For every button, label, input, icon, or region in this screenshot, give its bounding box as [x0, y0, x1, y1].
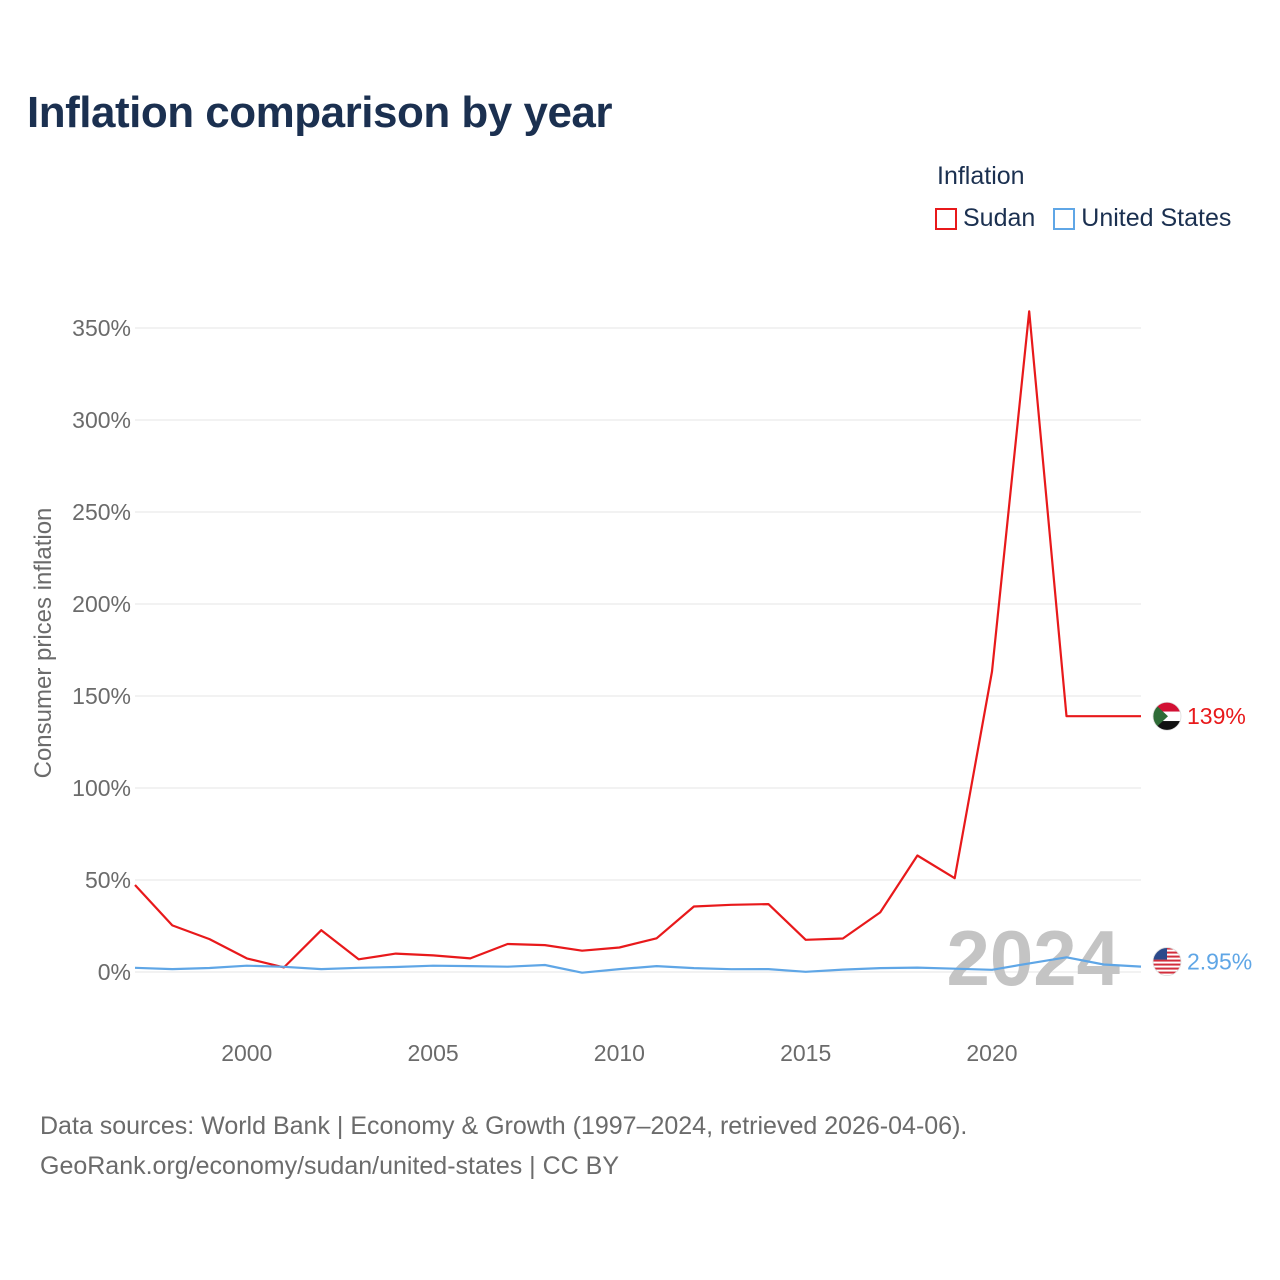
y-axis-label: Consumer prices inflation [30, 508, 57, 779]
y-axis: 0% 50% 100% 150% 200% 250% 300% 350% [72, 315, 131, 985]
y-tick-label-250: 250% [72, 499, 131, 525]
y-tick-label-100: 100% [72, 775, 131, 801]
end-label-united-states: 2.95% [1187, 949, 1252, 975]
y-tick-label-350: 350% [72, 315, 131, 341]
end-label-sudan: 139% [1187, 703, 1246, 729]
footer: Data sources: World Bank | Economy & Gro… [40, 1106, 967, 1186]
legend-title: Inflation [937, 162, 1025, 190]
legend-swatch-sudan [935, 207, 957, 230]
legend-label-united-states: United States [1081, 204, 1232, 232]
end-markers: 139% 2.95% [1152, 701, 1252, 976]
x-tick-label-2010: 2010 [594, 1040, 645, 1066]
legend-label-sudan: Sudan [963, 204, 1036, 232]
y-tick-label-150: 150% [72, 683, 131, 709]
legend: Sudan United States [935, 204, 1249, 233]
line-chart: 0%50%100%150%200%250%300%350% 2000 2005 20… [30, 310, 1252, 1066]
flag-icon-sudan [1152, 701, 1182, 731]
y-tick-label-0: 0% [98, 959, 131, 985]
series-lines [134, 310, 1142, 974]
y-tick-label-300: 300% [72, 407, 131, 433]
flag-icon-united-states [1152, 947, 1182, 976]
x-tick-label-2000: 2000 [221, 1040, 272, 1066]
footer-link: GeoRank.org/economy/sudan/united-states … [40, 1152, 620, 1180]
footer-sources: Data sources: World Bank | Economy & Gro… [40, 1112, 968, 1140]
legend-swatch-united-states [1053, 207, 1076, 230]
legend-item-sudan[interactable]: Sudan [935, 204, 1035, 233]
series-line-sudan [134, 310, 1141, 969]
watermark-year: 2024 [946, 914, 1120, 1002]
y-tick-label-200: 200% [72, 591, 131, 617]
grid [135, 327, 1141, 973]
x-axis: 2000 2005 2010 2015 2020 [221, 1040, 1017, 1066]
x-tick-label-2020: 2020 [966, 1040, 1017, 1066]
x-tick-label-2005: 2005 [407, 1040, 458, 1066]
legend-item-united-states[interactable]: United States [1053, 204, 1231, 233]
y-tick-label-50: 50% [85, 867, 131, 893]
series-line-united-states [134, 956, 1142, 974]
x-tick-label-2015: 2015 [780, 1040, 831, 1066]
chart-title: Inflation comparison by year [27, 88, 613, 137]
